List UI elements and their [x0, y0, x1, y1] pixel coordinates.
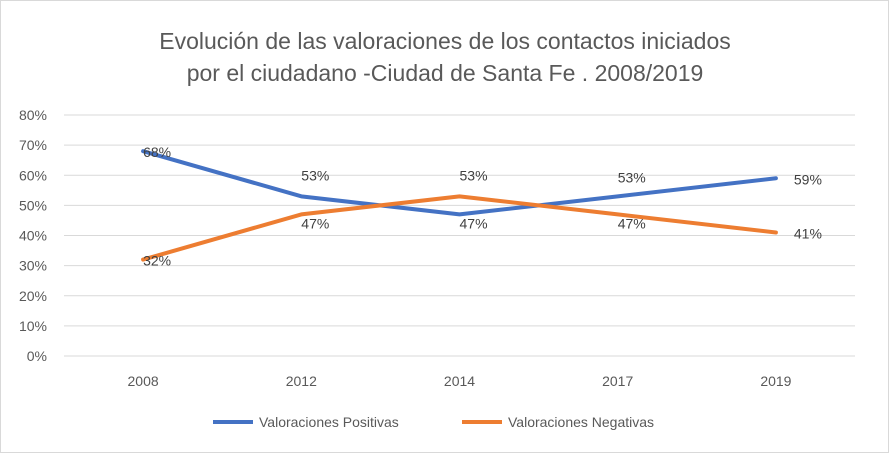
data-labels: 68% 53% 47% 53% 59% 32% 47% 53% 47% 41%: [143, 144, 822, 268]
data-label: 68%: [143, 144, 171, 160]
gridlines: [64, 114, 855, 357]
x-tick-label: 2012: [286, 373, 317, 389]
y-tick-label: 70%: [19, 137, 47, 153]
legend: Valoraciones Positivas Valoraciones Negat…: [213, 414, 654, 430]
legend-label: Valoraciones Negativas: [508, 414, 654, 430]
y-axis-ticks: 0% 10% 20% 30% 40% 50% 60% 70% 80%: [19, 107, 47, 364]
x-tick-label: 2017: [602, 373, 633, 389]
y-tick-label: 80%: [19, 107, 47, 123]
y-tick-label: 60%: [19, 167, 47, 183]
series-line-0: [141, 149, 778, 217]
y-tick-label: 40%: [19, 228, 47, 244]
x-tick-label: 2014: [444, 373, 475, 389]
data-label: 47%: [618, 215, 646, 231]
data-label: 32%: [143, 253, 171, 269]
data-label: 47%: [301, 215, 329, 231]
series-lines: [141, 149, 778, 262]
legend-label: Valoraciones Positivas: [259, 414, 399, 430]
data-label: 53%: [301, 167, 329, 183]
x-tick-label: 2019: [760, 373, 791, 389]
y-tick-label: 0%: [27, 348, 47, 364]
series-line-1: [141, 194, 778, 262]
data-label: 53%: [460, 167, 488, 183]
data-label: 59%: [794, 171, 822, 187]
chart-title-line-2: por el ciudadano -Ciudad de Santa Fe . 2…: [187, 60, 704, 86]
data-label: 47%: [460, 215, 488, 231]
y-tick-label: 10%: [19, 318, 47, 334]
y-tick-label: 20%: [19, 288, 47, 304]
x-axis-ticks: 2008 2012 2014 2017 2019: [128, 373, 792, 389]
x-tick-label: 2008: [128, 373, 159, 389]
y-tick-label: 50%: [19, 197, 47, 213]
chart-title-line-1: Evolución de las valoraciones de los con…: [159, 28, 731, 54]
data-label: 53%: [618, 169, 646, 185]
y-tick-label: 30%: [19, 258, 47, 274]
data-label: 41%: [794, 225, 822, 241]
